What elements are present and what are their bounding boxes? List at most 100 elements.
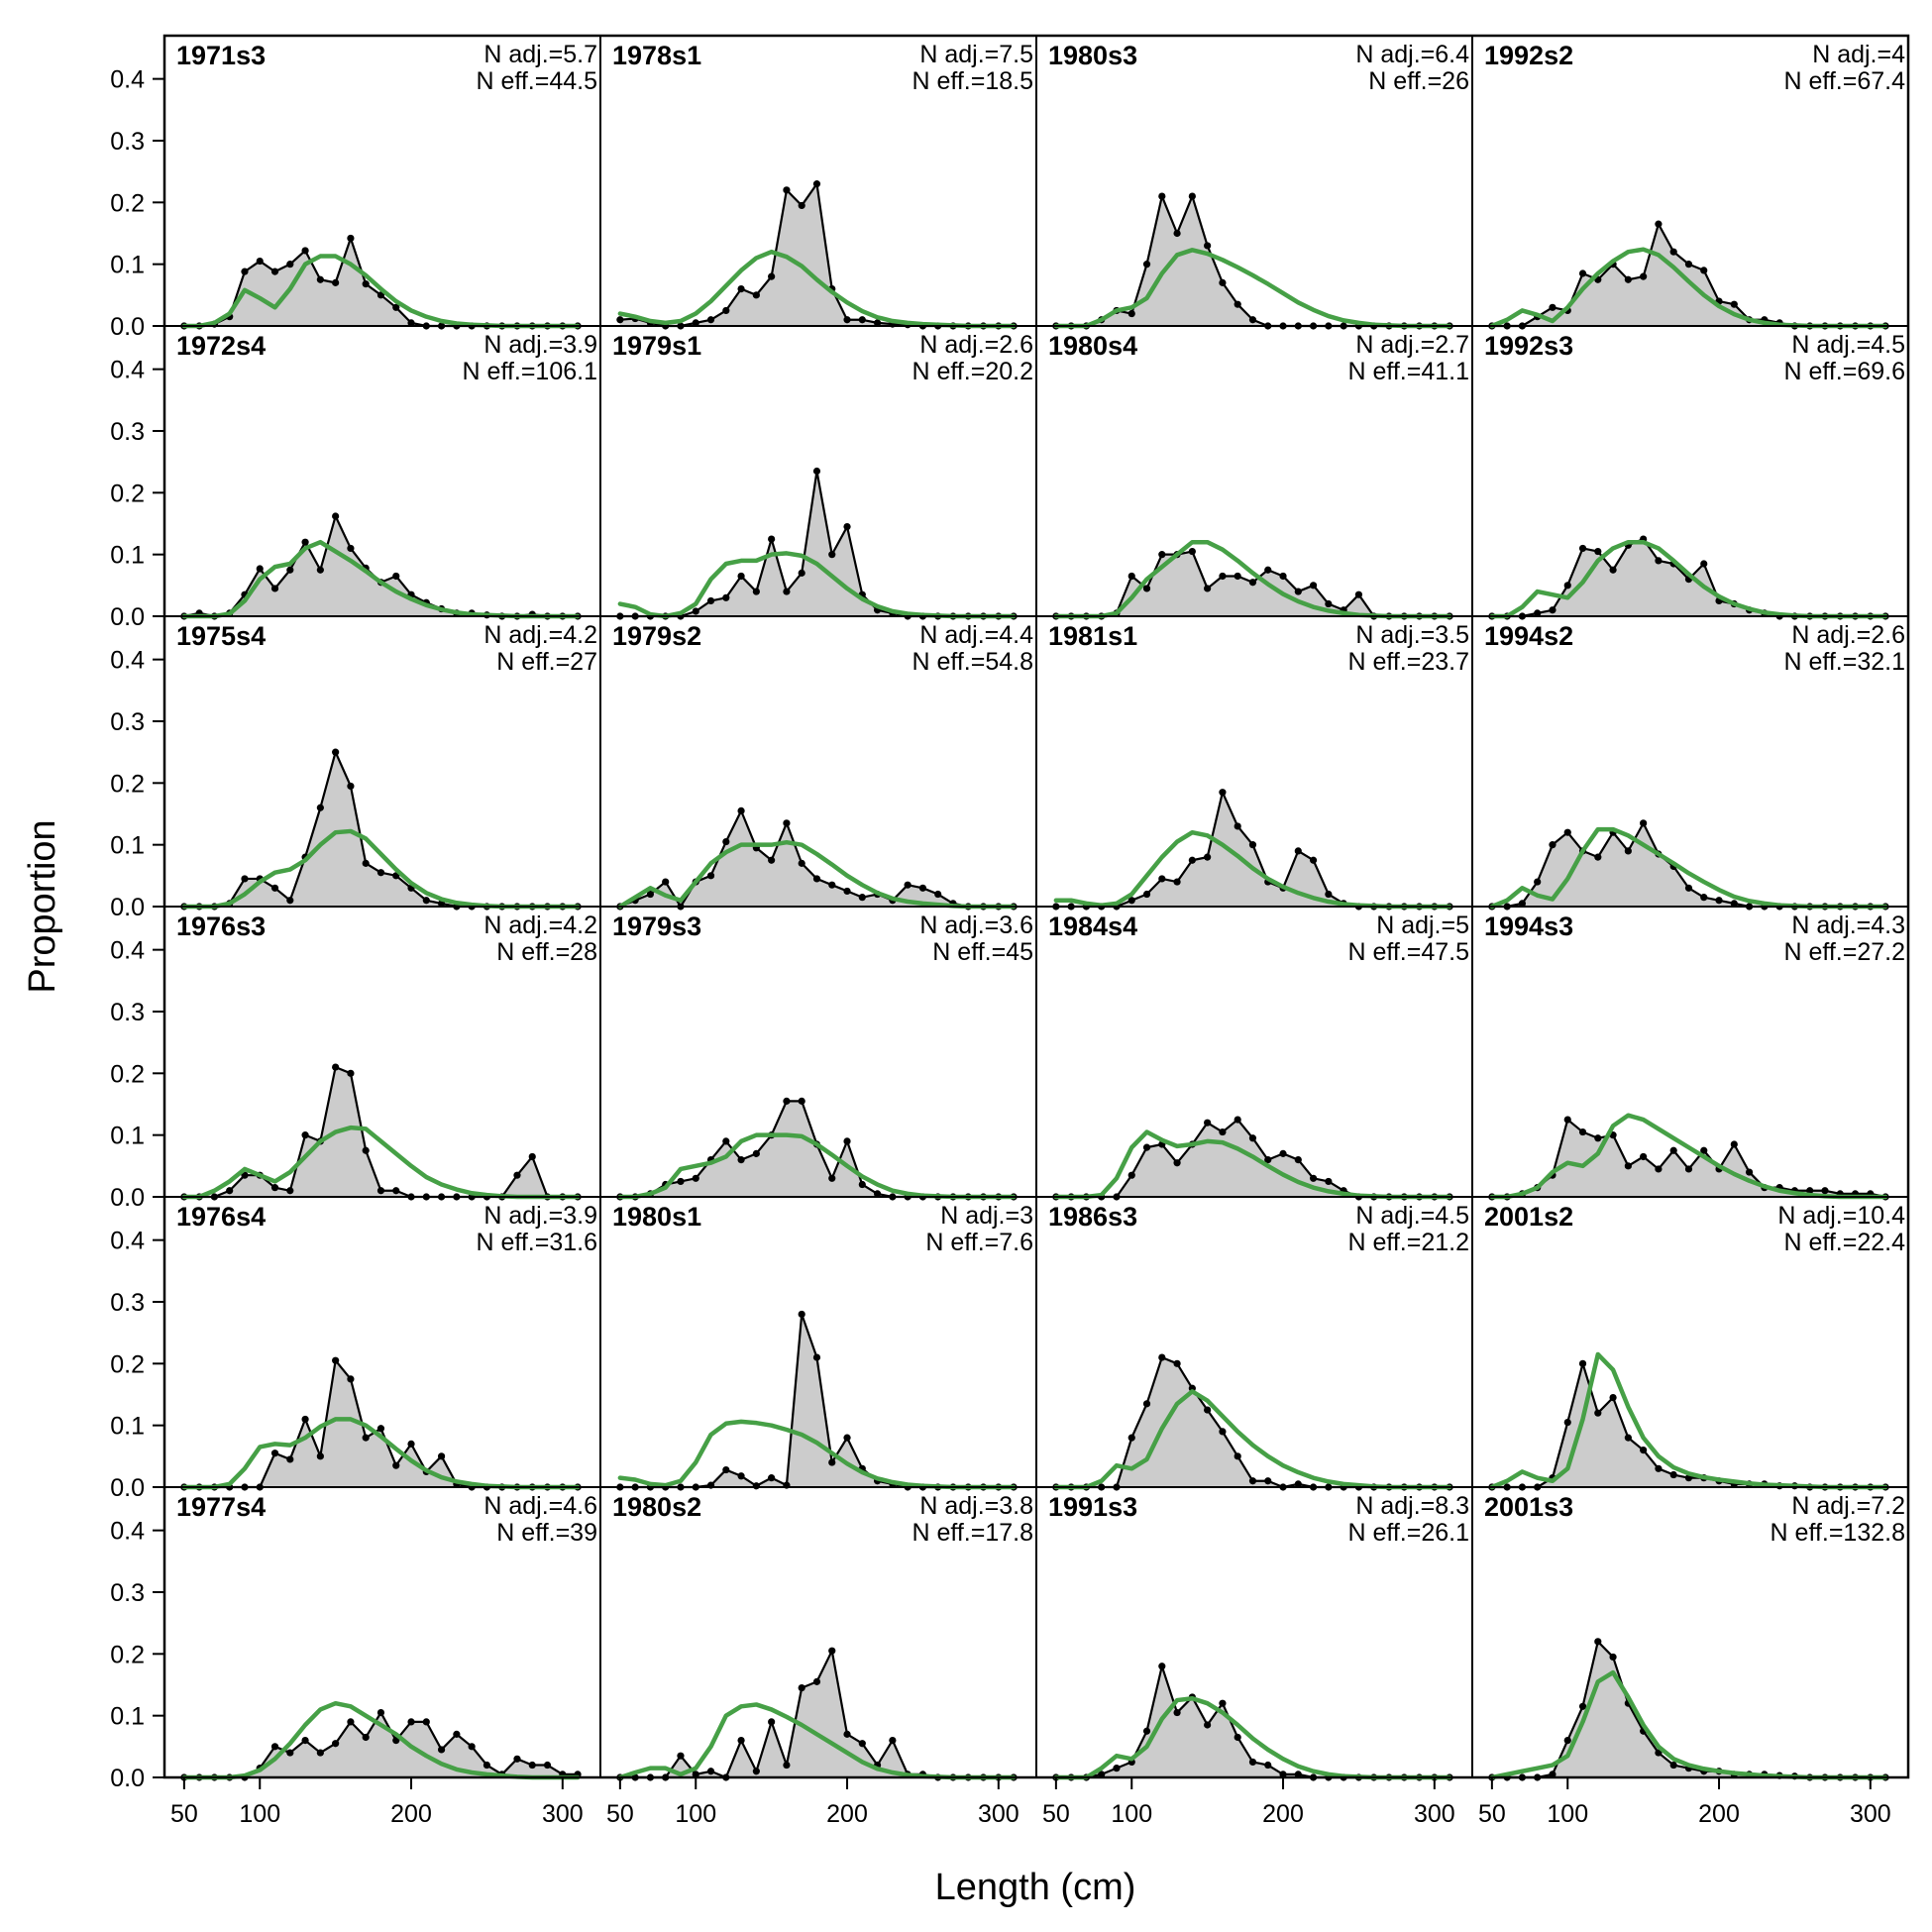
observed-point — [1188, 192, 1196, 200]
panel-label: 1991s3 — [1048, 1492, 1137, 1522]
observed-point — [1655, 557, 1663, 565]
observed-point — [1578, 544, 1587, 553]
x-tick-label: 50 — [1042, 1800, 1070, 1828]
observed-point — [722, 306, 730, 315]
observed-point — [798, 1310, 805, 1319]
n-eff-label: N eff.=27.2 — [1783, 938, 1905, 966]
observed-area — [1055, 196, 1450, 326]
observed-point — [301, 247, 309, 255]
observed-point — [1563, 828, 1571, 836]
observed-point — [737, 1155, 745, 1164]
observed-point — [256, 257, 264, 266]
observed-point — [316, 804, 324, 811]
y-tick-label: 0.2 — [110, 1641, 145, 1668]
panel-label: 1975s4 — [176, 621, 266, 651]
observed-point — [616, 316, 624, 324]
y-axis-title: Proportion — [22, 819, 63, 993]
panel-label: 2001s2 — [1484, 1202, 1573, 1232]
panel-label: 1978s1 — [612, 41, 701, 70]
x-tick-label: 200 — [1698, 1800, 1740, 1828]
panel-label: 1981s1 — [1048, 621, 1137, 651]
observed-point — [332, 1356, 340, 1364]
n-adj-label: N adj.=5.7 — [483, 41, 597, 68]
observed-point — [1204, 242, 1212, 250]
y-tick-label: 0.0 — [110, 1184, 145, 1212]
observed-point — [1624, 1162, 1632, 1170]
observed-point — [1294, 1771, 1302, 1778]
y-tick-label: 0.0 — [110, 1474, 145, 1502]
observed-point — [392, 1461, 400, 1469]
observed-point — [1655, 1464, 1663, 1472]
observed-point — [543, 1761, 552, 1770]
observed-area — [183, 1712, 579, 1777]
x-tick-label: 50 — [1478, 1800, 1506, 1828]
observed-point — [706, 596, 715, 605]
observed-point — [1563, 582, 1571, 590]
observed-point — [1549, 606, 1556, 614]
observed-point — [1700, 1146, 1708, 1154]
observed-point — [1248, 579, 1257, 587]
observed-point — [798, 1097, 805, 1105]
observed-point — [437, 1746, 446, 1754]
observed-point — [1158, 1663, 1166, 1670]
n-eff-label: N eff.=31.6 — [476, 1229, 597, 1256]
observed-point — [347, 1375, 355, 1383]
observed-point — [1325, 890, 1333, 899]
observed-point — [1188, 856, 1196, 864]
y-tick-label: 0.2 — [110, 189, 145, 217]
observed-point — [828, 1174, 836, 1182]
n-eff-label: N eff.=17.8 — [912, 1519, 1033, 1547]
panel-label: 1977s4 — [176, 1492, 266, 1522]
n-eff-label: N eff.=132.8 — [1771, 1519, 1905, 1547]
observed-point — [1219, 1699, 1227, 1707]
observed-point — [1204, 585, 1212, 592]
panel-1994s2: 1994s2 N adj.=2.6N eff.=32.1 — [1472, 621, 1908, 911]
observed-point — [1655, 220, 1663, 228]
panel-grid: 1971s3 N adj.=5.7N eff.=44.5 1972s4 N adj.=… — [162, 34, 1910, 1781]
panel-label: 1980s3 — [1048, 41, 1137, 70]
observed-point — [376, 1187, 385, 1195]
observed-point — [662, 878, 670, 886]
n-adj-label: N adj.=4.5 — [1355, 1202, 1469, 1230]
panel-1992s2: 1992s2 N adj.=4N eff.=67.4 — [1472, 41, 1908, 330]
observed-area — [1491, 1120, 1886, 1197]
observed-point — [1219, 1428, 1227, 1436]
observed-point — [1204, 1119, 1212, 1127]
x-tick-label: 50 — [170, 1800, 198, 1828]
observed-point — [1640, 819, 1648, 827]
observed-point — [1234, 1116, 1241, 1124]
observed-point — [1745, 1168, 1754, 1176]
observed-point — [1578, 1359, 1587, 1367]
observed-point — [1730, 300, 1738, 308]
observed-point — [843, 316, 851, 324]
observed-point — [783, 588, 791, 595]
observed-point — [843, 1730, 851, 1738]
observed-point — [392, 1187, 400, 1195]
observed-point — [934, 890, 942, 899]
observed-point — [1264, 1761, 1272, 1770]
n-adj-label: N adj.=3.9 — [483, 331, 597, 359]
observed-area — [1491, 822, 1886, 907]
observed-point — [1279, 1771, 1287, 1778]
y-tick-label: 0.2 — [110, 480, 145, 507]
y-tick-label: 0.3 — [110, 1579, 145, 1607]
observed-point — [1594, 853, 1602, 861]
x-axis-title: Length (cm) — [935, 1867, 1136, 1908]
y-tick-label: 0.1 — [110, 1413, 145, 1441]
observed-point — [286, 1187, 294, 1195]
observed-point — [1563, 1418, 1571, 1427]
observed-point — [301, 1131, 309, 1139]
observed-point — [241, 268, 249, 275]
x-tick-label: 300 — [978, 1800, 1020, 1828]
observed-point — [798, 859, 805, 867]
observed-point — [1127, 572, 1135, 581]
n-adj-label: N adj.=2.6 — [1791, 621, 1905, 649]
x-tick-label: 200 — [826, 1800, 868, 1828]
observed-point — [362, 859, 370, 867]
observed-point — [1684, 884, 1693, 892]
n-eff-label: N eff.=23.7 — [1347, 648, 1469, 676]
observed-point — [873, 1190, 882, 1198]
observed-area — [619, 810, 1015, 907]
observed-point — [737, 1472, 745, 1480]
